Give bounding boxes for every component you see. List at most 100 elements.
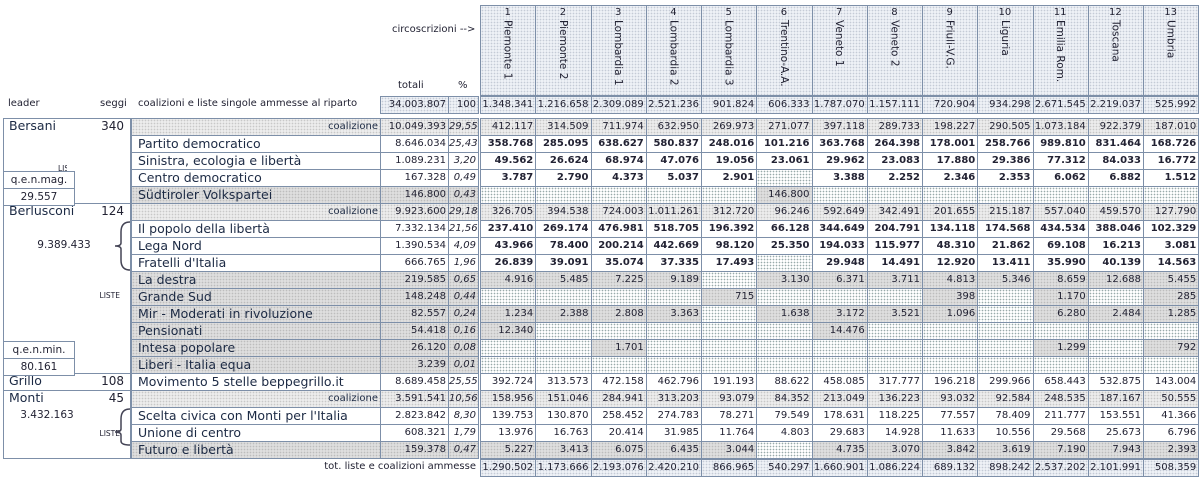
- district-value: 2.484: [1087, 305, 1144, 323]
- district-value: [535, 356, 592, 374]
- district-total: 1.787.070: [811, 96, 868, 114]
- district-name: Lombardia 2: [667, 20, 680, 86]
- district-value: 9.189: [645, 271, 702, 289]
- footer-value: 866.965: [701, 459, 758, 477]
- district-header: [811, 5, 868, 96]
- district-value: 3.130: [756, 271, 813, 289]
- district-value: 6.280: [1032, 305, 1089, 323]
- district-header: [922, 5, 979, 96]
- district-value: [756, 288, 813, 306]
- district-value: 93.079: [701, 390, 758, 408]
- district-value: [1087, 339, 1144, 357]
- district-value: [811, 288, 868, 306]
- district-value: 3.413: [535, 441, 592, 459]
- district-value: 715: [701, 288, 758, 306]
- district-value: 592.649: [811, 203, 868, 221]
- district-value: 285: [1143, 288, 1200, 306]
- list-total: 54.418: [380, 322, 449, 340]
- district-value: [977, 339, 1034, 357]
- district-number: 12: [1109, 7, 1122, 18]
- district-value: 198.227: [922, 118, 979, 136]
- district-header: [701, 5, 758, 96]
- district-header: [1143, 5, 1200, 96]
- list-total: 9.923.600: [380, 203, 449, 221]
- district-header: [977, 5, 1034, 96]
- district-value: 3.521: [866, 305, 923, 323]
- list-name: Südtiroler Volkspartei: [131, 186, 381, 204]
- side-label: LISTE: [58, 425, 122, 444]
- side-label: 29.557: [3, 187, 75, 206]
- district-value: 632.950: [645, 118, 702, 136]
- district-value: [866, 186, 923, 204]
- district-value: 6.435: [645, 441, 702, 459]
- leader: Bersani: [9, 118, 56, 133]
- district-value: 158.956: [480, 390, 537, 408]
- list-total: 148.248: [380, 288, 449, 306]
- list-pct: 0,44: [448, 288, 479, 306]
- footer-value: 1.173.666: [535, 459, 592, 477]
- district-value: [701, 339, 758, 357]
- district-name: Piemonte 1: [501, 20, 514, 80]
- seats-label: seggi: [100, 98, 127, 109]
- district-header: [480, 5, 537, 96]
- district-value: 248.535: [1032, 390, 1089, 408]
- district-total: 606.333: [756, 96, 813, 114]
- district-value: 312.720: [701, 203, 758, 221]
- district-value: 342.491: [866, 203, 923, 221]
- district-value: [701, 186, 758, 204]
- list-total: 159.378: [380, 441, 449, 459]
- district-value: 3.842: [922, 441, 979, 459]
- footer-value: 2.537.202: [1032, 459, 1089, 477]
- district-name: Umbria: [1164, 20, 1177, 59]
- district-value: 3.044: [701, 441, 758, 459]
- district-value: 5.227: [480, 441, 537, 459]
- list-name: La destra: [131, 271, 381, 289]
- district-header: [645, 5, 702, 96]
- district-value: [922, 322, 979, 340]
- seats: 108: [101, 374, 124, 388]
- list-total: 219.585: [380, 271, 449, 289]
- district-header: [866, 5, 923, 96]
- district-name: Veneto 1: [833, 20, 846, 67]
- grand-total: 34.003.807: [380, 96, 449, 114]
- footer-value: 540.297: [756, 459, 813, 477]
- district-value: 290.505: [977, 118, 1034, 136]
- seats: 45: [108, 391, 124, 405]
- brace: [114, 408, 131, 446]
- side-label: 9.389.433: [25, 237, 103, 255]
- footer-value: 2.420.210: [645, 459, 702, 477]
- district-value: 4.813: [922, 271, 979, 289]
- district-value: [866, 356, 923, 374]
- district-value: 4.735: [811, 441, 868, 459]
- district-value: 12.688: [1087, 271, 1144, 289]
- district-value: [535, 322, 592, 340]
- district-total: 720.904: [922, 96, 979, 114]
- district-value: [480, 288, 537, 306]
- district-total: 1.157.111: [866, 96, 923, 114]
- district-value: [701, 322, 758, 340]
- list-pct: 29,55: [448, 118, 479, 136]
- footer-value: 2.101.991: [1087, 459, 1144, 477]
- grand-pct: 100: [448, 96, 479, 114]
- district-value: [645, 356, 702, 374]
- district-value: 284.941: [590, 390, 647, 408]
- district-value: 711.974: [590, 118, 647, 136]
- list-total: 3.239: [380, 356, 449, 374]
- brace: [114, 221, 131, 271]
- district-value: [645, 339, 702, 357]
- leader: Grillo: [9, 373, 42, 388]
- district-value: 1.285: [1143, 305, 1200, 323]
- district-value: 5.485: [535, 271, 592, 289]
- district-header: [1087, 5, 1144, 96]
- list-pct: 0,08: [448, 339, 479, 357]
- district-value: 5.346: [977, 271, 1034, 289]
- district-value: 2.393: [1143, 441, 1200, 459]
- seats: 340: [101, 119, 124, 133]
- footer-value: 898.242: [977, 459, 1034, 477]
- district-value: [535, 288, 592, 306]
- district-value: [590, 356, 647, 374]
- district-number: 1: [504, 7, 511, 18]
- leader: Berlusconi: [9, 203, 75, 218]
- district-value: 394.538: [535, 203, 592, 221]
- district-value: 151.046: [535, 390, 592, 408]
